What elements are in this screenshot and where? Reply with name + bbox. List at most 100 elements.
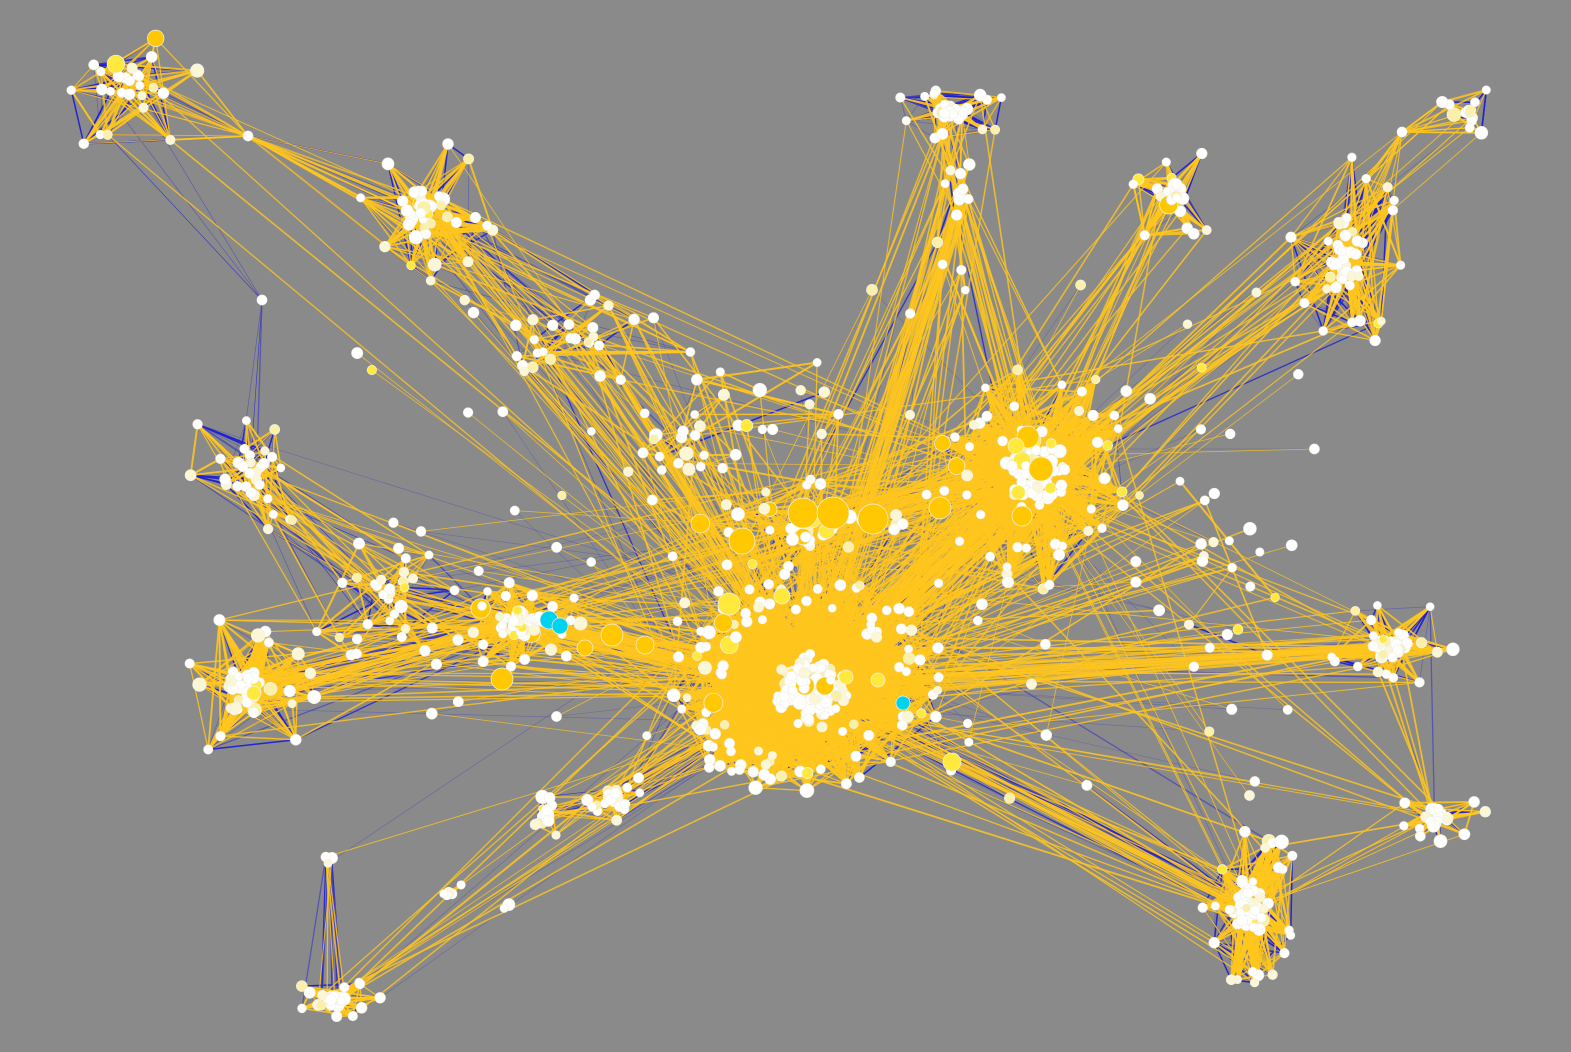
graph-node[interactable] — [812, 358, 822, 367]
graph-node[interactable] — [407, 573, 419, 584]
graph-node[interactable] — [1053, 548, 1066, 561]
graph-node[interactable] — [441, 211, 453, 223]
graph-node[interactable] — [954, 536, 965, 546]
graph-node[interactable] — [654, 451, 665, 462]
graph-node[interactable] — [336, 996, 346, 1006]
graph-node[interactable] — [544, 643, 558, 656]
graph-node[interactable] — [1040, 729, 1053, 741]
graph-node[interactable] — [509, 505, 520, 516]
graph-node[interactable] — [960, 285, 970, 295]
graph-node[interactable] — [672, 616, 683, 627]
graph-node[interactable] — [709, 728, 721, 740]
graph-node[interactable] — [1267, 969, 1278, 980]
graph-hub-node[interactable] — [600, 623, 624, 647]
graph-node[interactable] — [1183, 619, 1195, 630]
graph-node[interactable] — [673, 458, 684, 469]
graph-node[interactable] — [1361, 173, 1371, 184]
graph-node[interactable] — [192, 677, 207, 692]
graph-node[interactable] — [1351, 235, 1363, 247]
graph-node[interactable] — [124, 75, 135, 87]
graph-node[interactable] — [1217, 864, 1228, 875]
graph-node[interactable] — [1249, 977, 1260, 988]
graph-node[interactable] — [603, 300, 614, 311]
graph-node[interactable] — [1255, 547, 1265, 557]
graph-node[interactable] — [256, 294, 268, 306]
graph-node[interactable] — [1040, 638, 1051, 650]
graph-node[interactable] — [903, 606, 915, 617]
graph-node[interactable] — [1353, 661, 1363, 672]
graph-node[interactable] — [1045, 438, 1057, 449]
graph-node[interactable] — [102, 129, 113, 140]
graph-node[interactable] — [1049, 538, 1061, 550]
graph-node[interactable] — [1366, 614, 1377, 626]
graph-node[interactable] — [840, 778, 852, 790]
graph-node[interactable] — [419, 645, 431, 657]
graph-node[interactable] — [1378, 649, 1388, 659]
graph-node[interactable] — [717, 660, 729, 672]
graph-node[interactable] — [482, 220, 493, 231]
graph-node[interactable] — [1224, 536, 1234, 546]
graph-node[interactable] — [896, 719, 908, 731]
graph-node[interactable] — [786, 670, 797, 682]
graph-node[interactable] — [1086, 504, 1096, 514]
graph-node[interactable] — [1396, 126, 1408, 138]
graph-node[interactable] — [1201, 225, 1212, 236]
graph-node[interactable] — [727, 766, 737, 776]
graph-node[interactable] — [450, 216, 462, 229]
graph-node[interactable] — [1081, 779, 1093, 791]
graph-node[interactable] — [250, 628, 266, 643]
graph-hub-node[interactable] — [870, 672, 886, 688]
graph-node[interactable] — [1336, 246, 1347, 257]
graph-node[interactable] — [1245, 581, 1256, 592]
graph-node[interactable] — [679, 597, 691, 609]
graph-node[interactable] — [758, 502, 771, 515]
graph-node[interactable] — [997, 435, 1008, 447]
graph-node[interactable] — [901, 116, 911, 126]
graph-node[interactable] — [1227, 562, 1237, 573]
graph-node[interactable] — [1274, 834, 1289, 850]
graph-node[interactable] — [1208, 536, 1219, 548]
graph-node[interactable] — [1372, 666, 1384, 678]
graph-node[interactable] — [148, 82, 159, 93]
graph-node[interactable] — [628, 313, 640, 326]
graph-node[interactable] — [1256, 912, 1267, 923]
graph-node[interactable] — [276, 463, 286, 473]
graph-node[interactable] — [351, 347, 364, 360]
graph-node[interactable] — [406, 260, 416, 271]
graph-node[interactable] — [933, 672, 944, 683]
graph-node[interactable] — [715, 367, 725, 377]
graph-node[interactable] — [1195, 424, 1207, 435]
graph-node[interactable] — [929, 710, 942, 723]
graph-node[interactable] — [1026, 678, 1037, 690]
graph-node[interactable] — [1226, 703, 1238, 715]
graph-node[interactable] — [78, 138, 90, 149]
graph-node[interactable] — [1102, 440, 1113, 451]
graph-hub-node[interactable] — [717, 592, 741, 616]
graph-node[interactable] — [931, 236, 944, 249]
graph-node[interactable] — [394, 599, 408, 614]
graph-node[interactable] — [245, 487, 257, 499]
graph-node[interactable] — [1399, 797, 1411, 809]
graph-node[interactable] — [190, 63, 205, 78]
graph-node[interactable] — [463, 153, 475, 165]
graph-node[interactable] — [1032, 482, 1044, 494]
graph-node[interactable] — [381, 157, 395, 171]
graph-node[interactable] — [1392, 644, 1404, 656]
graph-node[interactable] — [477, 601, 487, 611]
graph-node[interactable] — [400, 204, 414, 217]
graph-node[interactable] — [820, 696, 832, 709]
graph-node[interactable] — [729, 631, 742, 644]
graph-node[interactable] — [809, 693, 821, 706]
graph-node[interactable] — [1012, 364, 1023, 376]
graph-node[interactable] — [803, 713, 815, 725]
graph-node[interactable] — [1465, 105, 1475, 116]
graph-node[interactable] — [242, 130, 254, 142]
graph-node[interactable] — [376, 574, 387, 585]
graph-node[interactable] — [351, 648, 362, 660]
graph-node[interactable] — [287, 699, 297, 709]
graph-node[interactable] — [1011, 485, 1026, 500]
graph-node[interactable] — [729, 448, 742, 461]
graph-node[interactable] — [1074, 405, 1085, 416]
graph-node[interactable] — [820, 710, 830, 720]
graph-node[interactable] — [519, 653, 531, 665]
